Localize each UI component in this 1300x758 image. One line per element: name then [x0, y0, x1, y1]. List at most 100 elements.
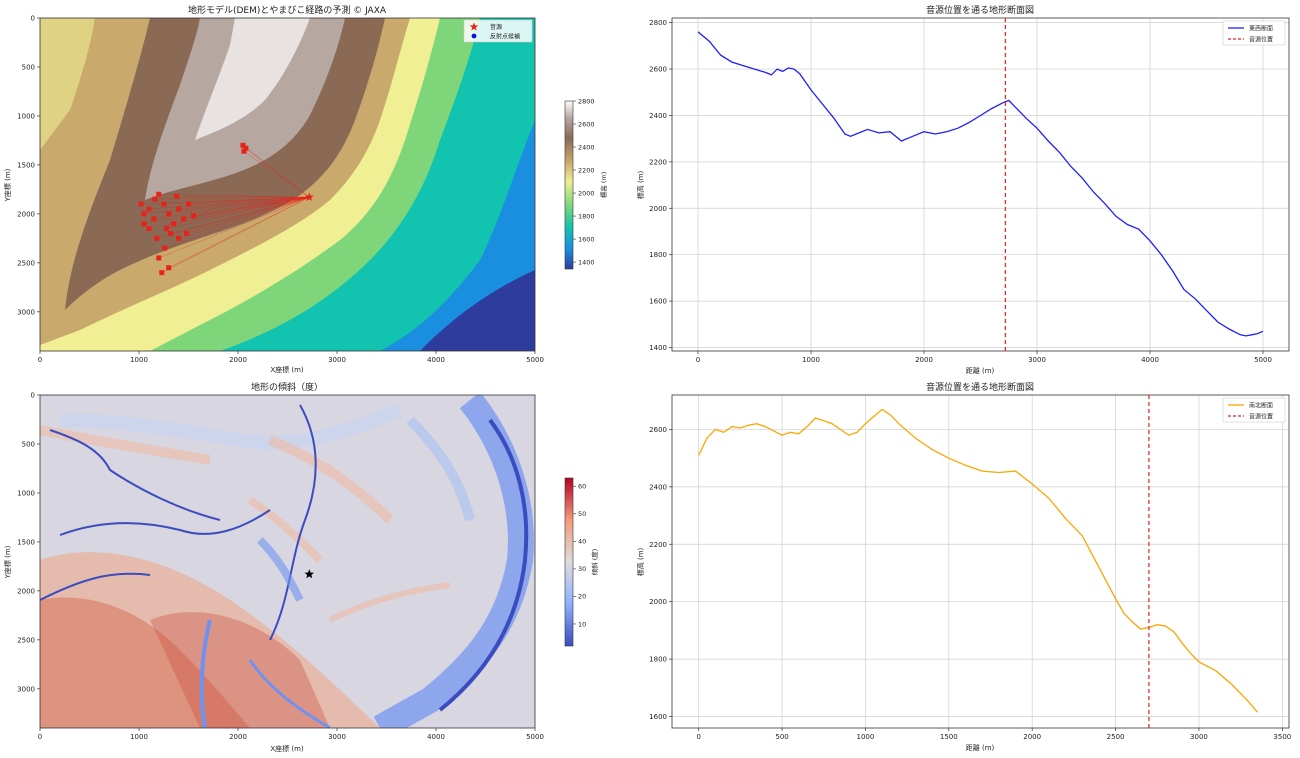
x-tick-label: 5000 — [526, 356, 544, 364]
x-tick-label: 4000 — [1141, 356, 1159, 364]
ew-profile-line — [697, 31, 1264, 337]
slope-chart: 地形の傾斜（度） 0 1000 2000 3000 4000 5000 0 500 1000 1… — [3, 381, 599, 753]
reflection-point — [156, 255, 162, 261]
slope-colorbar-label: 傾斜 (度) — [590, 549, 599, 576]
x-tick-label: 500 — [775, 733, 788, 741]
ns-x-ticks: 0 500 1000 1500 2000 2500 3000 3500 — [696, 728, 1291, 741]
dem-colorbar-label: 標高 (m) — [599, 172, 608, 198]
y-tick-label: 2500 — [17, 259, 35, 267]
ns-profile-chart: 音源位置を通る地形断面図 0 500 1000 1500 2000 2500 3000 350… — [636, 381, 1291, 752]
reflection-point — [171, 221, 177, 227]
reflection-point — [168, 230, 174, 236]
reflection-point — [176, 235, 182, 241]
reflection-point — [154, 235, 160, 241]
ew-legend-source: 音源位置 — [1249, 36, 1273, 44]
colorbar-tick-label: 30 — [578, 565, 586, 573]
x-tick-label: 2500 — [1107, 733, 1125, 741]
y-tick-label: 0 — [31, 392, 35, 400]
legend-source-label: 音源 — [490, 23, 502, 31]
colorbar-tick-label: 40 — [578, 538, 586, 546]
reflection-point — [141, 211, 147, 217]
colorbar-tick-label: 2800 — [578, 97, 595, 105]
reflection-point — [138, 201, 144, 207]
echo-path — [188, 196, 310, 205]
colorbar-tick-label: 20 — [578, 593, 586, 601]
y-tick-label: 1600 — [649, 298, 667, 306]
ew-xlabel: 距離 (m) — [966, 366, 995, 375]
dem-xlabel: X座標 (m) — [270, 365, 304, 374]
reflection-point — [190, 213, 196, 219]
y-tick-label: 0 — [31, 15, 35, 23]
dem-reflection-points — [138, 142, 249, 276]
x-tick-label: 0 — [696, 733, 700, 741]
y-tick-label: 2200 — [649, 541, 667, 549]
y-tick-label: 2600 — [649, 426, 667, 434]
y-tick-label: 2000 — [649, 205, 667, 213]
echo-path — [161, 197, 310, 273]
y-tick-label: 3000 — [17, 685, 35, 693]
x-tick-label: 3000 — [1190, 733, 1208, 741]
y-tick-label: 2400 — [649, 112, 667, 120]
reflection-point — [174, 193, 180, 199]
colorbar-tick-label: 1600 — [578, 235, 595, 243]
y-tick-label: 1800 — [649, 656, 667, 664]
reflection-point — [159, 270, 165, 276]
x-tick-label: 0 — [696, 356, 700, 364]
dem-colorbar: 1400 1600 1800 2000 2200 2400 2600 2800 標高 (m) — [564, 97, 608, 270]
x-tick-label: 5000 — [526, 733, 544, 741]
ns-grid — [672, 395, 1289, 728]
x-tick-label: 4000 — [427, 356, 445, 364]
legend-reflection-label: 反射点候補 — [490, 33, 520, 41]
ew-title: 音源位置を通る地形断面図 — [926, 4, 1034, 16]
x-tick-label: 2000 — [229, 733, 247, 741]
ns-legend-source: 音源位置 — [1249, 413, 1273, 421]
echo-path — [158, 194, 310, 198]
colorbar-tick-label: 2400 — [578, 143, 595, 151]
y-tick-label: 1500 — [17, 161, 35, 169]
reflection-point — [166, 265, 172, 271]
reflection-point — [184, 230, 190, 236]
reflection-point — [152, 196, 158, 202]
slope-image — [40, 395, 535, 728]
echo-path — [170, 196, 310, 234]
colorbar-tick-label: 10 — [578, 620, 586, 628]
reflection-point — [164, 226, 170, 232]
echo-path — [158, 197, 310, 259]
ns-axes — [671, 394, 1290, 729]
colorbar-tick-label: 1400 — [578, 258, 595, 266]
reflection-point — [176, 206, 182, 212]
y-tick-label: 1800 — [649, 251, 667, 259]
ns-title: 音源位置を通る地形断面図 — [926, 381, 1034, 393]
echo-path — [178, 196, 310, 239]
y-tick-label: 3000 — [17, 308, 35, 316]
x-tick-label: 3000 — [328, 733, 346, 741]
dem-axes — [39, 17, 536, 352]
x-tick-label: 1000 — [130, 356, 148, 364]
x-tick-label: 1000 — [130, 733, 148, 741]
echo-path — [166, 196, 310, 229]
slope-source-marker — [304, 569, 314, 579]
x-tick-label: 4000 — [427, 733, 445, 741]
y-tick-label: 2800 — [649, 19, 667, 27]
reflection-point — [241, 148, 247, 154]
x-tick-label: 2000 — [915, 356, 933, 364]
x-tick-label: 1000 — [802, 356, 820, 364]
ns-legend: 南北断面 音源位置 — [1222, 397, 1286, 423]
y-tick-label: 2200 — [649, 158, 667, 166]
colorbar-tick-label: 60 — [578, 483, 586, 491]
x-tick-label: 1500 — [940, 733, 958, 741]
y-tick-label: 1500 — [17, 538, 35, 546]
source-star-icon — [304, 569, 314, 579]
slope-y-ticks: 0 500 1000 1500 2000 2500 3000 — [17, 392, 40, 693]
dem-colorbar-ticks: 1400 1600 1800 2000 2200 2400 2600 2800 — [573, 97, 595, 266]
colorbar-tick-label: 1800 — [578, 212, 595, 220]
reflection-point — [186, 201, 191, 207]
source-star-icon — [305, 192, 314, 201]
x-tick-label: 0 — [38, 356, 42, 364]
slope-x-ticks: 0 1000 2000 3000 4000 5000 — [38, 728, 544, 741]
y-tick-label: 1000 — [17, 112, 35, 120]
ew-y-ticks: 1400 1600 1800 2000 2200 2400 2600 2800 — [649, 19, 672, 352]
echo-path — [164, 196, 310, 249]
slope-xlabel: X座標 (m) — [270, 744, 304, 753]
x-tick-label: 5000 — [1254, 356, 1272, 364]
